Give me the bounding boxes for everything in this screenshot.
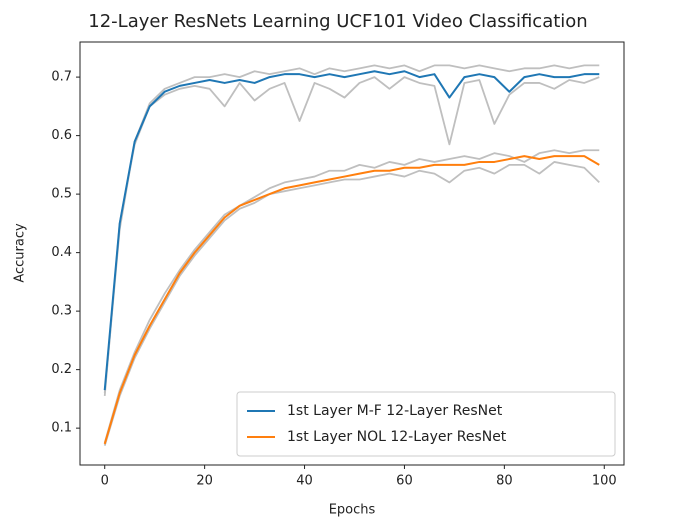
y-tick-label: 0.1: [51, 421, 72, 436]
y-tick-label: 0.7: [51, 70, 72, 85]
legend-label: 1st Layer NOL 12-Layer ResNet: [287, 429, 507, 445]
y-tick-label: 0.5: [51, 187, 72, 202]
plot-frame: [79, 41, 625, 466]
chart-title: 12-Layer ResNets Learning UCF101 Video C…: [88, 11, 587, 32]
x-tick-label: 100: [592, 474, 617, 489]
y-tick-label: 0.6: [51, 128, 72, 143]
legend-box: [236, 391, 616, 457]
legend-label: 1st Layer M-F 12-Layer ResNet: [287, 403, 503, 419]
x-tick-label: 0: [101, 474, 109, 489]
x-tick-label: 40: [296, 474, 313, 489]
series-line: [103, 76, 600, 397]
x-axis-label: Epochs: [329, 503, 376, 518]
y-tick-label: 0.2: [51, 362, 72, 377]
y-tick-label: 0.4: [51, 245, 72, 260]
y-tick-label: 0.3: [51, 304, 72, 319]
x-tick-label: 20: [196, 474, 213, 489]
series-line: [103, 70, 600, 391]
x-tick-label: 80: [496, 474, 513, 489]
series-line: [103, 149, 600, 444]
x-tick-label: 60: [396, 474, 413, 489]
series-line: [103, 161, 600, 446]
y-axis-label: Accuracy: [13, 223, 28, 283]
series-line: [103, 155, 600, 445]
series-line: [103, 64, 600, 394]
